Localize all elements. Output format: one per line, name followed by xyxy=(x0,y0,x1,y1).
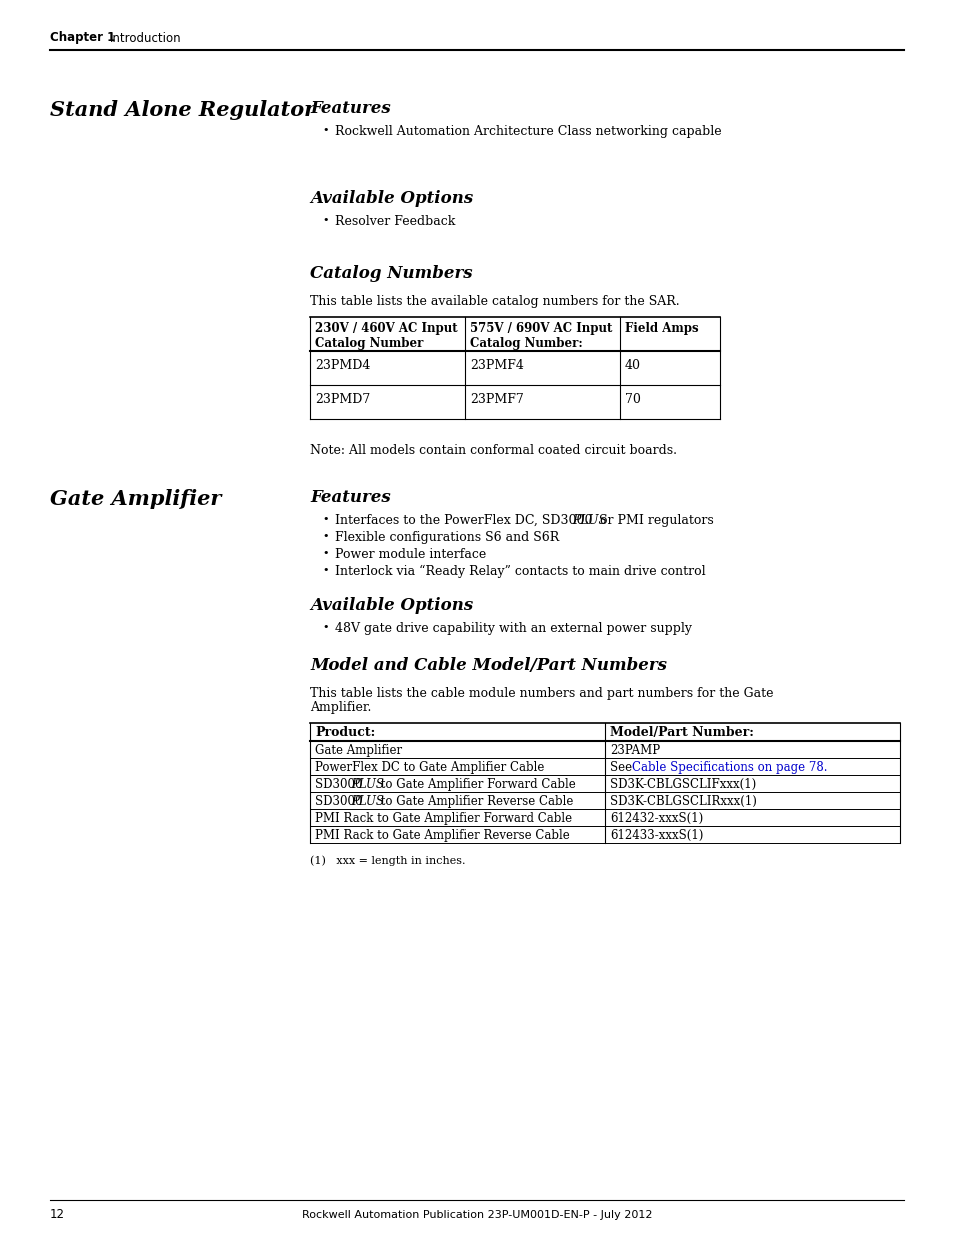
Text: SD3K-CBLGSCLIRxxx(1): SD3K-CBLGSCLIRxxx(1) xyxy=(609,795,756,808)
Text: Catalog Numbers: Catalog Numbers xyxy=(310,266,472,282)
Text: Product:: Product: xyxy=(314,726,375,739)
Text: PowerFlex DC to Gate Amplifier Cable: PowerFlex DC to Gate Amplifier Cable xyxy=(314,761,544,774)
Text: •: • xyxy=(322,548,328,558)
Text: Rockwell Automation Architecture Class networking capable: Rockwell Automation Architecture Class n… xyxy=(335,125,720,138)
Text: •: • xyxy=(322,622,328,632)
Text: 70: 70 xyxy=(624,393,640,406)
Text: (1)   xxx = length in inches.: (1) xxx = length in inches. xyxy=(310,855,465,866)
Text: or PMI regulators: or PMI regulators xyxy=(596,514,713,527)
Text: Features: Features xyxy=(310,100,391,117)
Text: 23PMD7: 23PMD7 xyxy=(314,393,370,406)
Text: •: • xyxy=(322,215,328,225)
Text: SD3K-CBLGSCLIFxxx(1): SD3K-CBLGSCLIFxxx(1) xyxy=(609,778,756,790)
Text: Cable Specifications on page 78.: Cable Specifications on page 78. xyxy=(631,761,826,774)
Text: Interlock via “Ready Relay” contacts to main drive control: Interlock via “Ready Relay” contacts to … xyxy=(335,564,705,578)
Text: 23PMD4: 23PMD4 xyxy=(314,359,370,372)
Text: 40: 40 xyxy=(624,359,640,372)
Text: Field Amps: Field Amps xyxy=(624,322,698,335)
Text: SD3000: SD3000 xyxy=(314,795,366,808)
Text: Model/Part Number:: Model/Part Number: xyxy=(609,726,753,739)
Text: This table lists the cable module numbers and part numbers for the Gate: This table lists the cable module number… xyxy=(310,687,773,700)
Text: Note: All models contain conformal coated circuit boards.: Note: All models contain conformal coate… xyxy=(310,445,677,457)
Text: See: See xyxy=(609,761,636,774)
Text: Flexible configurations S6 and S6R: Flexible configurations S6 and S6R xyxy=(335,531,558,543)
Text: PMI Rack to Gate Amplifier Reverse Cable: PMI Rack to Gate Amplifier Reverse Cable xyxy=(314,829,569,842)
Text: 612433-xxxS(1): 612433-xxxS(1) xyxy=(609,829,702,842)
Text: PLUS: PLUS xyxy=(572,514,606,527)
Text: PMI Rack to Gate Amplifier Forward Cable: PMI Rack to Gate Amplifier Forward Cable xyxy=(314,811,572,825)
Text: PLUS: PLUS xyxy=(351,795,383,808)
Text: 575V / 690V AC Input
Catalog Number:: 575V / 690V AC Input Catalog Number: xyxy=(470,322,612,350)
Text: Amplifier.: Amplifier. xyxy=(310,701,371,714)
Text: Power module interface: Power module interface xyxy=(335,548,486,561)
Text: Stand Alone Regulator: Stand Alone Regulator xyxy=(50,100,314,120)
Text: Rockwell Automation Publication 23P-UM001D-EN-P - July 2012: Rockwell Automation Publication 23P-UM00… xyxy=(301,1210,652,1220)
Text: Features: Features xyxy=(310,489,391,506)
Text: Gate Amplifier: Gate Amplifier xyxy=(314,743,402,757)
Text: 612432-xxxS(1): 612432-xxxS(1) xyxy=(609,811,702,825)
Text: 12: 12 xyxy=(50,1209,65,1221)
Text: •: • xyxy=(322,125,328,135)
Text: SD3000: SD3000 xyxy=(314,778,366,790)
Text: •: • xyxy=(322,514,328,524)
Text: PLUS: PLUS xyxy=(351,778,383,790)
Text: 48V gate drive capability with an external power supply: 48V gate drive capability with an extern… xyxy=(335,622,691,635)
Text: 23PMF4: 23PMF4 xyxy=(470,359,523,372)
Text: •: • xyxy=(322,531,328,541)
Text: 23PMF7: 23PMF7 xyxy=(470,393,523,406)
Text: Introduction: Introduction xyxy=(110,32,181,44)
Text: to Gate Amplifier Forward Cable: to Gate Amplifier Forward Cable xyxy=(376,778,575,790)
Text: Model and Cable Model/Part Numbers: Model and Cable Model/Part Numbers xyxy=(310,657,666,674)
Text: Available Options: Available Options xyxy=(310,190,473,207)
Text: Available Options: Available Options xyxy=(310,597,473,614)
Text: Chapter 1: Chapter 1 xyxy=(50,32,115,44)
Text: Interfaces to the PowerFlex DC, SD3000: Interfaces to the PowerFlex DC, SD3000 xyxy=(335,514,596,527)
Text: Resolver Feedback: Resolver Feedback xyxy=(335,215,455,228)
Text: to Gate Amplifier Reverse Cable: to Gate Amplifier Reverse Cable xyxy=(376,795,573,808)
Text: 23PAMP: 23PAMP xyxy=(609,743,659,757)
Text: •: • xyxy=(322,564,328,576)
Text: This table lists the available catalog numbers for the SAR.: This table lists the available catalog n… xyxy=(310,295,679,308)
Text: Gate Amplifier: Gate Amplifier xyxy=(50,489,221,509)
Text: 230V / 460V AC Input
Catalog Number: 230V / 460V AC Input Catalog Number xyxy=(314,322,457,350)
